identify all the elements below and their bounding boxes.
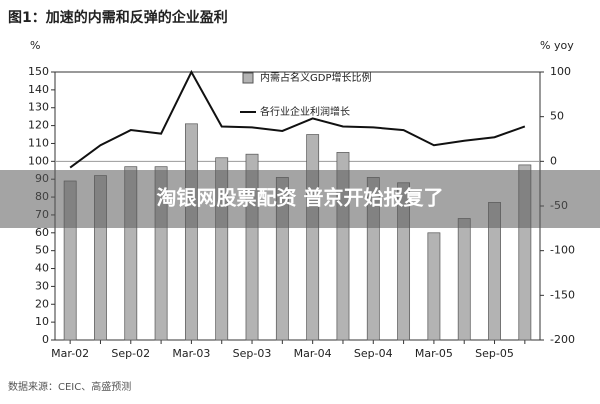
y2-tick-label: -200: [550, 333, 575, 346]
x-tick-label: Sep-02: [111, 347, 150, 360]
y-tick-label: 30: [35, 279, 49, 292]
source: 数据来源：CEIC、高盛预测: [8, 380, 131, 393]
bar: [427, 232, 441, 341]
x-tick-label: Mar-02: [51, 347, 89, 360]
overlay-text: 淘银网股票配资 普京开始报复了: [157, 186, 444, 210]
x-tick-label: Sep-05: [475, 347, 514, 360]
y-tick-label: 40: [35, 262, 49, 275]
y-tick-label: 150: [28, 65, 49, 78]
x-tick-label: Mar-03: [172, 347, 210, 360]
y2-tick-label: -100: [550, 244, 575, 257]
y-axis-label: %: [30, 39, 40, 52]
y-tick-label: 60: [35, 226, 49, 239]
bar: [457, 218, 471, 341]
y-tick-label: 140: [28, 83, 49, 96]
y2-axis-label: % yoy: [540, 39, 574, 52]
bar: [184, 123, 198, 341]
legend-label: 各行业企业利润增长: [260, 105, 350, 118]
y2-tick-label: -150: [550, 288, 575, 301]
line: [69, 69, 526, 169]
y-tick-label: 10: [35, 315, 49, 328]
y-tick-label: 20: [35, 297, 49, 310]
bar: [306, 134, 320, 341]
overlay-banner: [0, 170, 600, 228]
x-tick-label: Mar-05: [415, 347, 453, 360]
y-tick-label: 50: [35, 244, 49, 257]
legend-swatch: [242, 72, 254, 84]
y2-tick-label: 50: [550, 110, 564, 123]
x-tick-label: Sep-04: [354, 347, 393, 360]
x-tick-label: Mar-04: [294, 347, 332, 360]
y-tick-label: 0: [42, 333, 49, 346]
y-tick-label: 110: [28, 136, 49, 149]
y-tick-label: 100: [28, 154, 49, 167]
y-tick-label: 130: [28, 101, 49, 114]
y2-tick-label: 100: [550, 65, 571, 78]
y-tick-label: 120: [28, 119, 49, 132]
chart-title: 图1：加速的内需和反弹的企业盈利: [8, 9, 228, 26]
legend-label: 内需占名义GDP增长比例: [260, 71, 371, 84]
y2-tick-label: 0: [550, 154, 557, 167]
x-tick-label: Sep-03: [233, 347, 272, 360]
